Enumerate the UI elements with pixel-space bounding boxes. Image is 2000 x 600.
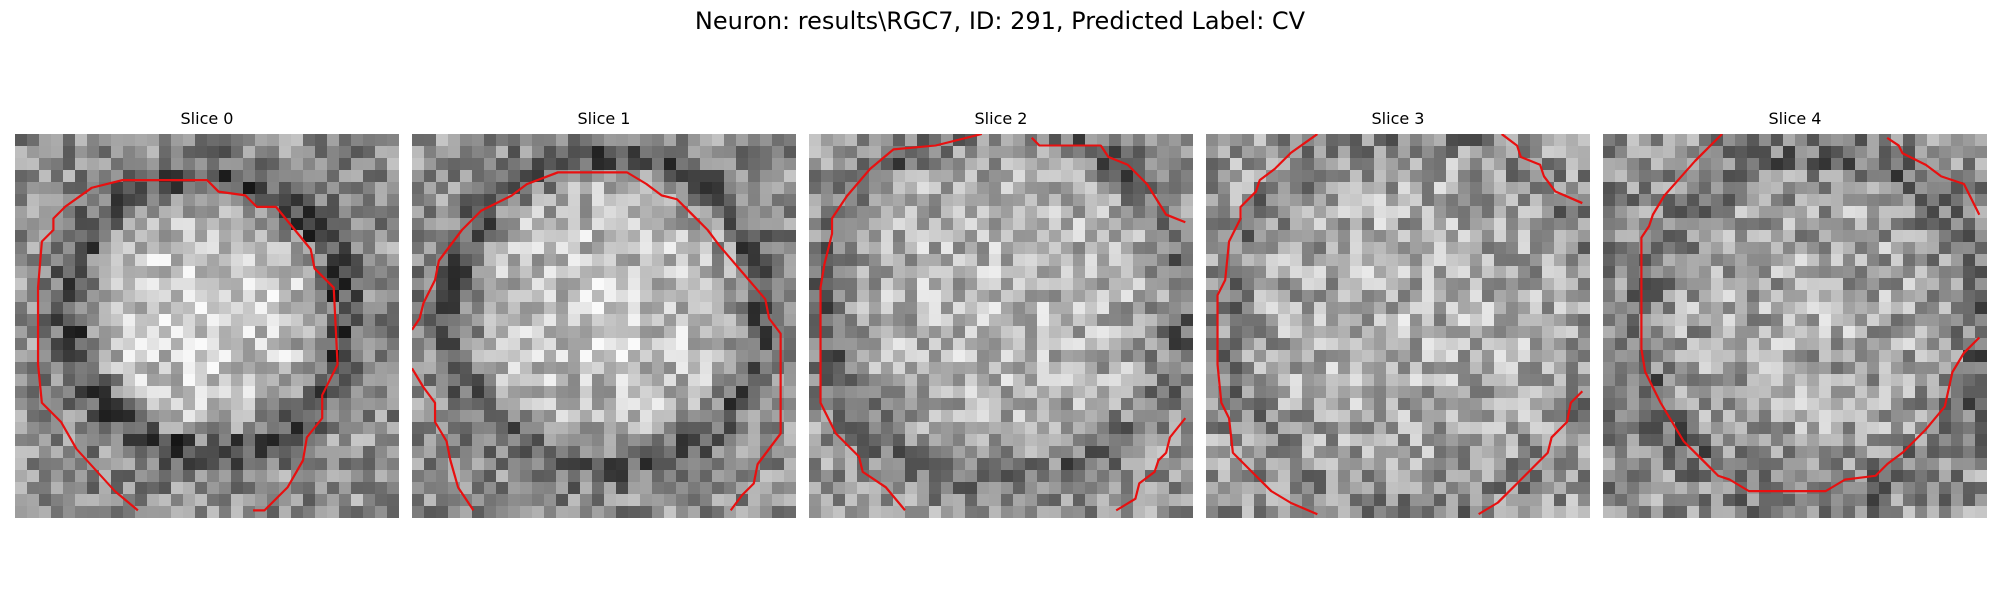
slice-3-image <box>1206 134 1590 518</box>
slice-4-image <box>1603 134 1987 518</box>
figure-title: Neuron: results\RGC7, ID: 291, Predicted… <box>0 6 2000 36</box>
slice-0-title: Slice 0 <box>15 108 399 130</box>
slice-0-image <box>15 134 399 518</box>
slice-2-title: Slice 2 <box>809 108 1193 130</box>
slice-1-title: Slice 1 <box>412 108 796 130</box>
slice-3-title: Slice 3 <box>1206 108 1590 130</box>
slice-4-title: Slice 4 <box>1603 108 1987 130</box>
slice-2-image <box>809 134 1193 518</box>
slice-1-image <box>412 134 796 518</box>
